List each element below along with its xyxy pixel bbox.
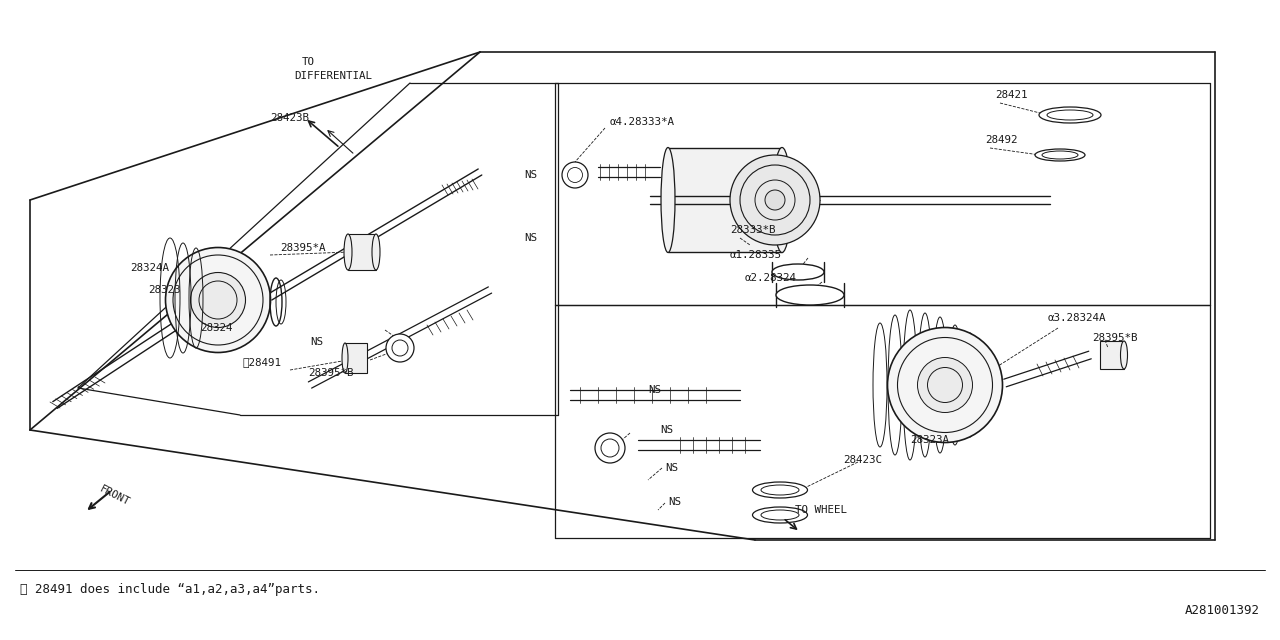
Ellipse shape — [765, 190, 785, 210]
Text: A281001392: A281001392 — [1185, 604, 1260, 616]
Ellipse shape — [372, 234, 380, 270]
Ellipse shape — [753, 507, 808, 523]
Text: 28423C: 28423C — [844, 455, 882, 465]
Text: NS: NS — [648, 385, 660, 395]
Text: NS: NS — [310, 337, 323, 347]
Text: NS: NS — [666, 463, 678, 473]
Polygon shape — [346, 343, 367, 373]
Ellipse shape — [165, 248, 270, 353]
Text: 28323A: 28323A — [910, 435, 948, 445]
Text: 28423B: 28423B — [270, 113, 308, 123]
Ellipse shape — [1120, 341, 1128, 369]
Text: DIFFERENTIAL: DIFFERENTIAL — [294, 71, 372, 81]
Text: NS: NS — [524, 233, 538, 243]
Text: α1.28335: α1.28335 — [730, 250, 782, 260]
Text: 28492: 28492 — [986, 135, 1018, 145]
Ellipse shape — [660, 147, 675, 253]
Polygon shape — [348, 234, 376, 270]
Text: NS: NS — [660, 425, 673, 435]
Ellipse shape — [562, 162, 588, 188]
Ellipse shape — [753, 482, 808, 498]
Text: TO WHEEL: TO WHEEL — [795, 505, 847, 515]
Text: TO: TO — [302, 57, 315, 67]
Text: 28395*B: 28395*B — [1092, 333, 1138, 343]
Text: 28395*B: 28395*B — [308, 368, 353, 378]
Ellipse shape — [387, 334, 413, 362]
Text: 28395*A: 28395*A — [280, 243, 325, 253]
Text: 28324A: 28324A — [131, 263, 169, 273]
Text: 28333*B: 28333*B — [730, 225, 776, 235]
Polygon shape — [1100, 341, 1124, 369]
Text: 28323: 28323 — [148, 285, 180, 295]
Polygon shape — [668, 148, 782, 252]
Text: α3.28324A: α3.28324A — [1048, 313, 1106, 323]
Text: 28324: 28324 — [200, 323, 233, 333]
Ellipse shape — [1039, 107, 1101, 123]
Ellipse shape — [773, 147, 791, 253]
Ellipse shape — [887, 328, 1002, 442]
Text: 28421: 28421 — [995, 90, 1028, 100]
Ellipse shape — [191, 273, 246, 328]
Ellipse shape — [1036, 149, 1085, 161]
Ellipse shape — [776, 285, 844, 305]
Ellipse shape — [772, 264, 824, 280]
Text: α4.28333*A: α4.28333*A — [611, 117, 675, 127]
Text: NS: NS — [668, 497, 681, 507]
Ellipse shape — [730, 155, 820, 245]
Text: FRONT: FRONT — [97, 484, 132, 508]
Ellipse shape — [342, 343, 348, 373]
Text: ※ 28491 does include “a1,a2,a3,a4”parts.: ※ 28491 does include “a1,a2,a3,a4”parts. — [20, 584, 320, 596]
Text: ※28491: ※28491 — [242, 357, 282, 367]
Text: α2.28324: α2.28324 — [745, 273, 797, 283]
Ellipse shape — [344, 234, 352, 270]
Text: NS: NS — [524, 170, 538, 180]
Ellipse shape — [918, 358, 973, 413]
Ellipse shape — [595, 433, 625, 463]
